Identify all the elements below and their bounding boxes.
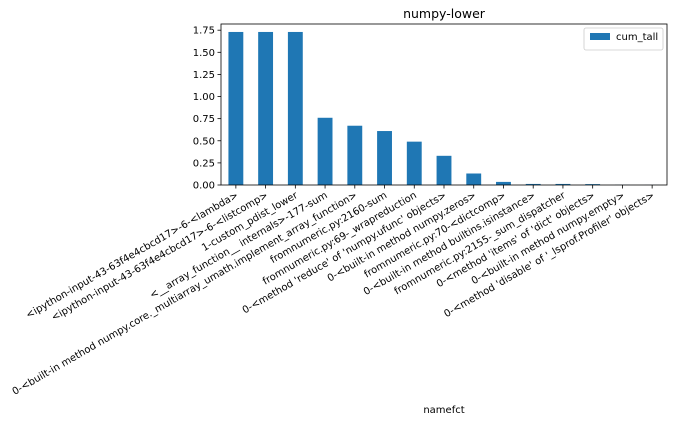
bar-3 [287,31,303,186]
y-tick-label: 1.25 [193,70,215,81]
x-axis-label: namefct [423,405,464,416]
bars-group [228,31,660,186]
chart-title: numpy-lower [403,6,486,21]
plot-frame [220,23,668,186]
bar-12 [555,183,571,185]
bar-13 [585,184,601,185]
legend-label: cum_tall [616,32,658,43]
bar-6 [377,131,392,185]
legend: cum_tall [583,27,664,51]
bar-10 [496,181,511,185]
y-tick-label: 1.50 [193,48,215,59]
y-tick-label: 0.00 [193,181,215,192]
bar-7 [406,141,422,185]
bar-8 [436,155,452,185]
y-tick-label: 0.75 [193,114,215,125]
x-axis: <ipython-input-43-63f4e4cbcd17>-6-<lambd… [11,185,657,398]
x-tick-label-ipython-input-43-63f4e4cbcd17-6-lambda: <ipython-input-43-63f4e4cbcd17>-6-<lambd… [24,190,240,321]
bar-4 [317,117,333,185]
y-tick-label: 0.25 [193,158,215,169]
y-tick-label: 1.75 [193,26,215,37]
legend-swatch [590,33,610,40]
bar-5 [347,125,363,185]
bar-11 [525,183,541,185]
bar-9 [466,173,482,185]
y-axis: 0.00 0.25 0.50 0.75 1.00 1.25 1.50 1.75 [193,26,221,192]
bar-2 [258,31,274,186]
y-tick-label: 1.00 [193,92,215,103]
y-tick-label: 0.50 [193,136,215,147]
bar-1 [228,31,244,186]
